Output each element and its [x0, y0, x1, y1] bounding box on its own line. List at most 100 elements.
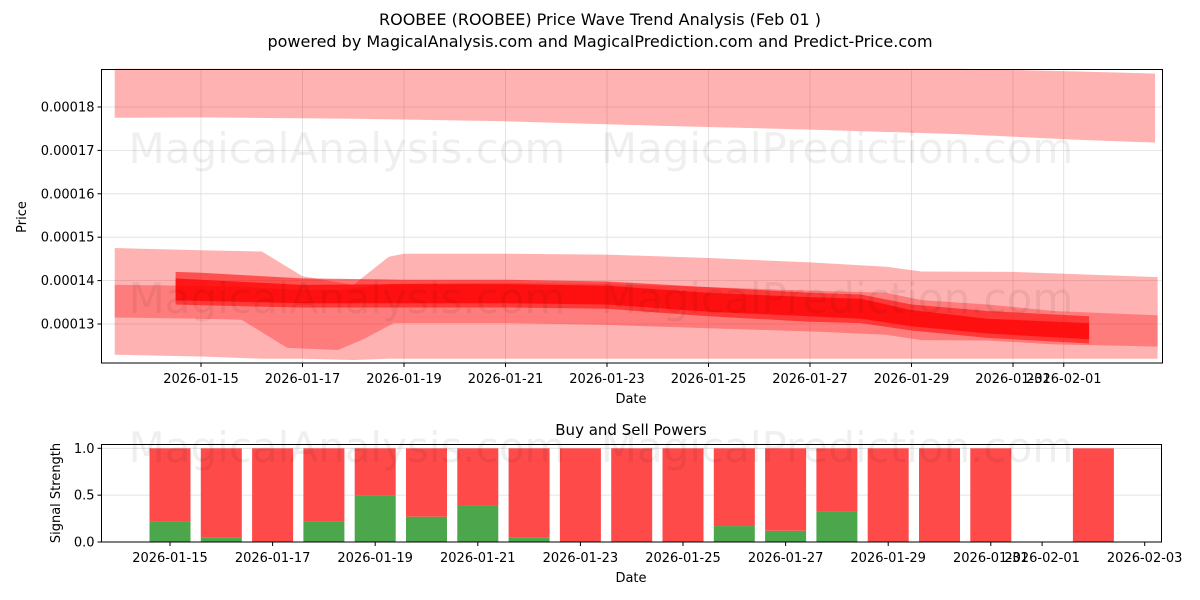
x-tick-label: 2026-01-21	[468, 372, 544, 387]
x-tick-label: 2026-01-25	[645, 551, 721, 566]
x-tick-label: 2026-02-01	[1004, 551, 1080, 566]
signal-x-axis-label: Date	[615, 571, 646, 586]
y-tick-label: 0.00014	[41, 274, 95, 289]
bar-2026-01-25	[662, 448, 704, 542]
sell-bar	[559, 448, 601, 542]
watermark-magicalprediction: MagicalPrediction.com	[601, 423, 1074, 472]
sell-bar	[406, 448, 447, 517]
sell-bar	[765, 448, 807, 531]
sell-bar	[149, 448, 191, 522]
sell-bar	[970, 448, 1012, 542]
x-tick-label: 2026-01-19	[337, 551, 413, 566]
signal-y-axis-label: Signal Strength	[49, 443, 64, 543]
watermark-magicalanalysis: MagicalAnalysis.com	[129, 124, 566, 173]
x-tick-label: 2026-02-03	[1107, 551, 1183, 566]
bar-2026-01-30	[919, 448, 960, 542]
bar-2026-01-27	[765, 448, 807, 542]
chart-subtitle: powered by MagicalAnalysis.com and Magic…	[267, 32, 932, 51]
watermark-magicalprediction: MagicalPrediction.com	[601, 124, 1074, 173]
price-x-axis-label: Date	[615, 392, 646, 407]
upper-forecast-band	[114, 68, 1156, 143]
x-tick-label: 2026-01-29	[850, 551, 926, 566]
price-x-axis: 2026-01-15 2026-01-17 2026-01-19 2026-01-21…	[163, 363, 1102, 387]
chart-title: ROOBEE (ROOBEE) Price Wave Trend Analysi…	[379, 10, 821, 29]
buy-bar	[149, 521, 191, 542]
buy-sell-powers-chart: Buy and Sell Powers MagicalAnalysis.com …	[49, 421, 1182, 586]
bar-2026-01-22	[508, 448, 550, 542]
price-wave-bands	[114, 68, 1158, 360]
center-wave-line	[175, 278, 1090, 340]
x-tick-label: 2026-01-29	[874, 372, 950, 387]
bar-2026-01-21	[457, 448, 499, 542]
y-tick-label: 0.00018	[41, 101, 95, 116]
x-tick-label: 2026-01-31	[975, 372, 1051, 387]
y-tick-label: 0.5	[74, 489, 95, 504]
signal-x-axis: 2026-01-15 2026-01-17 2026-01-19 2026-01-21…	[132, 542, 1182, 566]
bar-2026-01-20	[406, 448, 447, 542]
buy-bar	[765, 530, 807, 542]
signal-axes-frame	[101, 444, 1162, 543]
y-tick-label: 0.00015	[41, 231, 95, 246]
bar-2026-01-18	[303, 448, 345, 542]
sell-bar	[354, 448, 396, 496]
x-tick-label: 2026-01-15	[132, 551, 208, 566]
y-tick-label: 0.00013	[41, 318, 95, 333]
x-tick-label: 2026-01-23	[569, 372, 645, 387]
buy-bar	[457, 505, 499, 542]
sell-bar	[611, 448, 653, 542]
x-tick-label: 2026-02-01	[1026, 372, 1102, 387]
bar-2026-01-15	[149, 448, 191, 542]
bar-2026-01-19	[354, 448, 396, 542]
buy-sell-bars	[149, 448, 1114, 542]
y-tick-label: 0.00016	[41, 187, 95, 202]
sell-bar	[508, 448, 550, 538]
price-y-axis: 0.00013 0.00014 0.00015 0.00016 0.00017 0.000…	[41, 101, 102, 333]
sell-bar	[816, 448, 858, 512]
watermark-magicalprediction: MagicalPrediction.com	[601, 274, 1074, 323]
buy-bar	[713, 526, 755, 542]
bar-2026-01-29	[867, 448, 909, 542]
x-tick-label: 2026-01-19	[366, 372, 442, 387]
x-tick-label: 2026-01-25	[671, 372, 747, 387]
sell-bar	[1072, 448, 1114, 542]
bar-2026-02-02	[1072, 448, 1114, 542]
buy-sell-title: Buy and Sell Powers	[555, 421, 707, 439]
bar-2026-01-16	[200, 448, 242, 542]
sell-bar	[457, 448, 499, 506]
watermark-magicalanalysis: MagicalAnalysis.com	[129, 274, 566, 323]
signal-y-axis: 0.0 0.5 1.0	[74, 442, 102, 551]
sell-bar	[867, 448, 909, 542]
x-tick-label: 2026-01-17	[265, 372, 341, 387]
sell-bar	[713, 448, 755, 527]
price-axes-frame	[101, 69, 1163, 364]
buy-bar	[200, 537, 242, 542]
sell-bar	[252, 448, 294, 542]
sell-bar	[662, 448, 704, 542]
y-tick-label: 1.0	[74, 442, 95, 457]
x-tick-label: 2026-01-31	[953, 551, 1029, 566]
x-tick-label: 2026-01-23	[543, 551, 619, 566]
x-tick-label: 2026-01-15	[163, 372, 239, 387]
bar-2026-01-28	[816, 448, 858, 542]
buy-bar	[303, 521, 345, 542]
y-tick-label: 0.00017	[41, 144, 95, 159]
sell-bar	[303, 448, 345, 522]
bar-2026-01-26	[713, 448, 755, 542]
bar-2026-01-17	[252, 448, 294, 542]
x-tick-label: 2026-01-27	[772, 372, 848, 387]
buy-bar	[406, 516, 447, 542]
x-tick-label: 2026-01-17	[235, 551, 311, 566]
bar-2026-01-23	[559, 448, 601, 542]
price-y-axis-label: Price	[15, 201, 30, 233]
sell-bar	[919, 448, 960, 542]
buy-bar	[508, 537, 550, 542]
sell-bar	[200, 448, 242, 538]
x-tick-label: 2026-01-27	[748, 551, 824, 566]
x-tick-label: 2026-01-21	[440, 551, 516, 566]
bar-2026-01-31	[970, 448, 1012, 542]
bar-2026-01-24	[611, 448, 653, 542]
buy-bar	[354, 495, 396, 542]
buy-bar	[816, 511, 858, 542]
y-tick-label: 0.0	[74, 536, 95, 551]
